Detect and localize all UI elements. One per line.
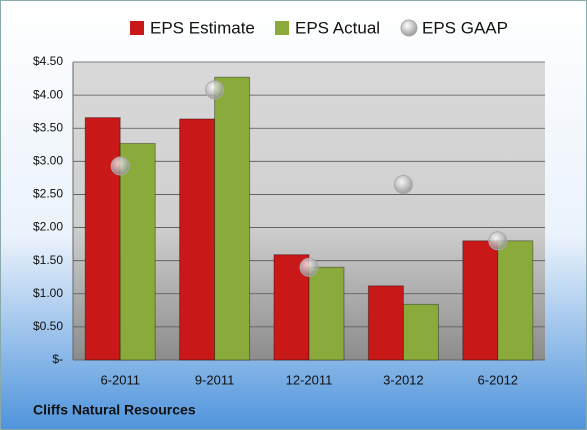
y-tick-label: $0.50: [33, 319, 63, 333]
legend-marker: [400, 19, 418, 37]
bar: [308, 266, 345, 361]
footer: Cliffs Natural Resources: [33, 402, 196, 418]
legend-swatch: [275, 21, 289, 35]
x-tick-label: 6-2011: [100, 372, 140, 387]
bar: [462, 240, 499, 361]
x-tick-label: 6-2012: [478, 372, 518, 387]
y-tick-label: $2.00: [33, 220, 63, 234]
bar: [402, 303, 439, 361]
legend-label: EPS Actual: [295, 18, 380, 37]
bar: [84, 117, 121, 361]
point: [299, 257, 319, 277]
bar: [119, 142, 156, 361]
point: [205, 80, 225, 100]
legend-label: EPS Estimate: [150, 18, 255, 37]
bar: [497, 240, 534, 361]
y-tick-label: $1.50: [33, 253, 63, 267]
x-tick-label: 3-2012: [383, 372, 423, 387]
y-tick-label: $2.50: [33, 187, 63, 201]
legend-label: EPS GAAP: [422, 18, 508, 37]
bar: [367, 285, 404, 361]
y-tick-label: $-: [52, 352, 63, 366]
y-tick-label: $4.50: [33, 54, 63, 68]
point: [393, 175, 413, 195]
bar: [179, 118, 216, 361]
x-tick-label: 9-2011: [195, 372, 235, 387]
y-tick-label: $1.00: [33, 286, 63, 300]
x-tick-label: 12-2011: [286, 372, 333, 387]
y-tick-label: $3.00: [33, 154, 63, 168]
y-tick-label: $4.00: [33, 87, 63, 101]
bar: [214, 76, 251, 361]
legend-swatch: [130, 21, 144, 35]
y-tick-label: $3.50: [33, 120, 63, 134]
point: [488, 231, 508, 251]
point: [110, 156, 130, 176]
